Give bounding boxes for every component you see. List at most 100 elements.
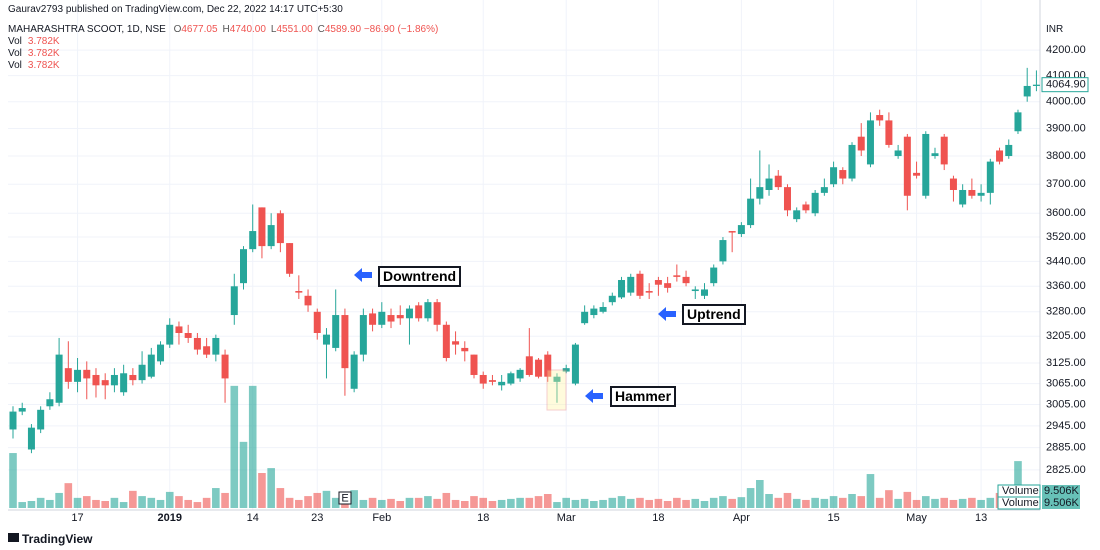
candle-body (267, 225, 275, 247)
volume-tag-label: Volume (1002, 497, 1039, 509)
volume-bar (378, 499, 386, 508)
ohlc: O4677.05 H4740.00 L4551.00 C4589.90 (169, 24, 361, 35)
candle-body (811, 192, 819, 214)
candle-body (756, 187, 764, 199)
candle-body (55, 354, 63, 403)
candle-body (664, 283, 672, 288)
candle-body (74, 369, 82, 382)
candle-body (636, 273, 644, 296)
x-tick-label: 2019 (157, 512, 181, 524)
volume-tag-value: 9.506K (1044, 497, 1080, 509)
volume-bar (737, 497, 746, 508)
candle-body (830, 167, 838, 185)
volume-bar (64, 483, 73, 508)
candle-body (627, 276, 635, 293)
volume-bar (534, 496, 543, 508)
candle-body (359, 315, 367, 355)
volume-bar (230, 385, 239, 508)
volume-bar (866, 474, 875, 508)
candle-body (903, 136, 911, 196)
volume-tag-label: Volume (1002, 485, 1039, 497)
volume-bar (479, 497, 488, 508)
vol-value: 3.782K (27, 60, 60, 71)
volume-bar (202, 497, 211, 508)
candle-body (83, 369, 91, 379)
candle-body (424, 302, 432, 319)
arrow (585, 389, 603, 403)
ohlc-value: 4740.00 (229, 24, 266, 35)
y-tick-label: 2825.00 (1046, 464, 1086, 476)
candle-body (9, 411, 17, 430)
candle-body (46, 399, 54, 407)
annotation: Uptrend (682, 304, 746, 325)
volume-bar (792, 498, 801, 508)
ohlc-value: 4589.90 (324, 24, 362, 35)
y-tick-label: 3360.00 (1046, 280, 1086, 292)
volume-bar (396, 501, 405, 508)
volume-bar (691, 498, 700, 508)
last-price: 4064.90 (1046, 79, 1086, 91)
x-tick-label: 18 (477, 512, 489, 524)
volume-bar (36, 497, 45, 508)
y-tick-label: 3900.00 (1046, 122, 1086, 134)
candle-body (110, 374, 118, 386)
plot-area (8, 0, 1040, 510)
y-tick-label: 3280.00 (1046, 306, 1086, 318)
candle-body (405, 308, 413, 319)
candle-body (203, 346, 211, 355)
candle-body (507, 373, 515, 384)
vol-key: Vol (8, 60, 22, 71)
candle-body (553, 376, 561, 382)
volume-bar (27, 501, 36, 508)
volume-bar (829, 496, 838, 508)
candle-body (193, 337, 201, 350)
volume-bar (248, 385, 257, 508)
volume-bar (156, 499, 165, 508)
candle-body (894, 150, 902, 157)
annotation: Hammer (610, 386, 677, 407)
volume-bar (129, 490, 137, 508)
candle-body (157, 344, 165, 362)
volume-bar (682, 499, 690, 508)
volume-bar (525, 497, 534, 508)
vol-key: Vol (8, 36, 22, 47)
candle-body (516, 369, 524, 379)
ohlc-key: H (222, 24, 230, 35)
candle-body (138, 364, 146, 381)
volume-bar (719, 496, 727, 508)
candle-body (488, 380, 496, 382)
x-tick-label: 17 (71, 512, 83, 524)
x-tick-label: 13 (975, 512, 987, 524)
volume-bar (138, 496, 146, 508)
currency: INR (1046, 24, 1064, 35)
candle-body (645, 291, 653, 293)
volume-bar (258, 473, 266, 508)
candle-body (747, 198, 755, 226)
volume-bar (811, 497, 819, 508)
arrow (354, 268, 372, 282)
volume-bar (304, 496, 312, 508)
volume-bar (516, 497, 524, 508)
volume-bar (949, 499, 958, 508)
candle-body (276, 213, 284, 244)
candle-body (737, 225, 745, 235)
candle-body (701, 289, 708, 296)
volume-bar (193, 502, 202, 508)
volume-bar (110, 497, 119, 508)
event-marker-box (338, 491, 352, 505)
candle-body (387, 315, 395, 322)
volume-bar (221, 492, 229, 508)
candle-body (304, 295, 312, 306)
volume-bar (368, 497, 377, 508)
candle-body (470, 354, 478, 375)
volume-bar (562, 497, 570, 508)
y-tick-label: 3600.00 (1046, 207, 1086, 219)
volume-bar (92, 499, 100, 508)
volume-bar (267, 468, 275, 508)
vol-key: Vol (8, 48, 22, 59)
candle-body (341, 315, 349, 369)
y-tick-label: 2885.00 (1046, 442, 1086, 454)
candle-body (240, 249, 247, 284)
candle-body (350, 354, 358, 389)
